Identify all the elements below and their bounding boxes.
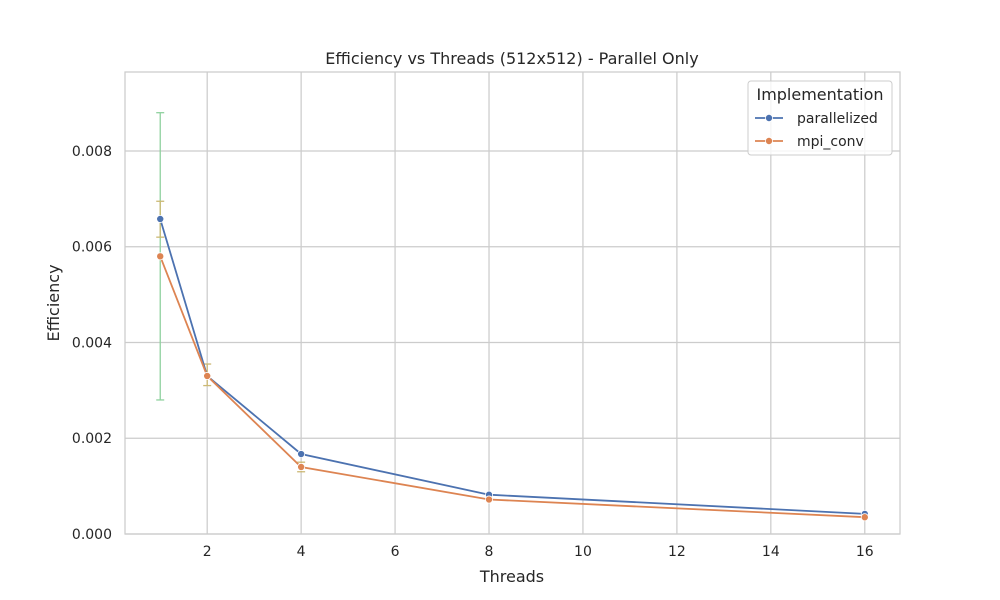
legend-label: parallelized <box>797 111 878 127</box>
x-tick-label: 4 <box>297 544 306 560</box>
legend-swatch-marker <box>765 114 774 123</box>
y-tick-label: 0.004 <box>72 335 112 351</box>
data-point-mpi_conv <box>297 462 306 471</box>
y-tick-labels: 0.000 0.002 0.004 0.006 0.008 <box>72 144 112 543</box>
x-tick-label: 16 <box>856 544 874 560</box>
legend-entries: parallelized mpi_conv <box>755 111 878 150</box>
data-point-mpi_conv <box>156 252 165 261</box>
plot-frame <box>124 71 901 535</box>
y-tick-label: 0.000 <box>72 527 112 543</box>
x-tick-label: 6 <box>391 544 400 560</box>
x-tick-label: 2 <box>203 544 212 560</box>
chart-title: Efficiency vs Threads (512x512) - Parall… <box>325 49 698 68</box>
legend: Implementation parallelized mpi_conv <box>747 80 893 156</box>
x-tick-label: 8 <box>485 544 494 560</box>
x-tick-label: 14 <box>762 544 780 560</box>
data-point-parallelized <box>297 450 306 459</box>
x-tick-label: 12 <box>668 544 686 560</box>
legend-swatch-marker <box>765 136 774 145</box>
x-tick-labels: 2 4 6 8 10 12 14 16 <box>203 544 874 560</box>
data-point-mpi_conv <box>203 372 212 381</box>
data-point-mpi_conv <box>860 513 869 522</box>
y-tick-label: 0.006 <box>72 240 112 256</box>
legend-box <box>747 80 893 156</box>
y-tick-label: 0.002 <box>72 431 112 447</box>
y-axis-label: Efficiency <box>44 264 63 341</box>
x-tick-label: 10 <box>574 544 592 560</box>
legend-label: mpi_conv <box>797 134 864 150</box>
data-point-parallelized <box>156 214 165 223</box>
legend-title: Implementation <box>756 85 883 104</box>
series-points <box>156 214 869 522</box>
data-point-mpi_conv <box>485 495 494 504</box>
y-tick-label: 0.008 <box>72 144 112 160</box>
x-axis-label: Threads <box>479 567 544 586</box>
